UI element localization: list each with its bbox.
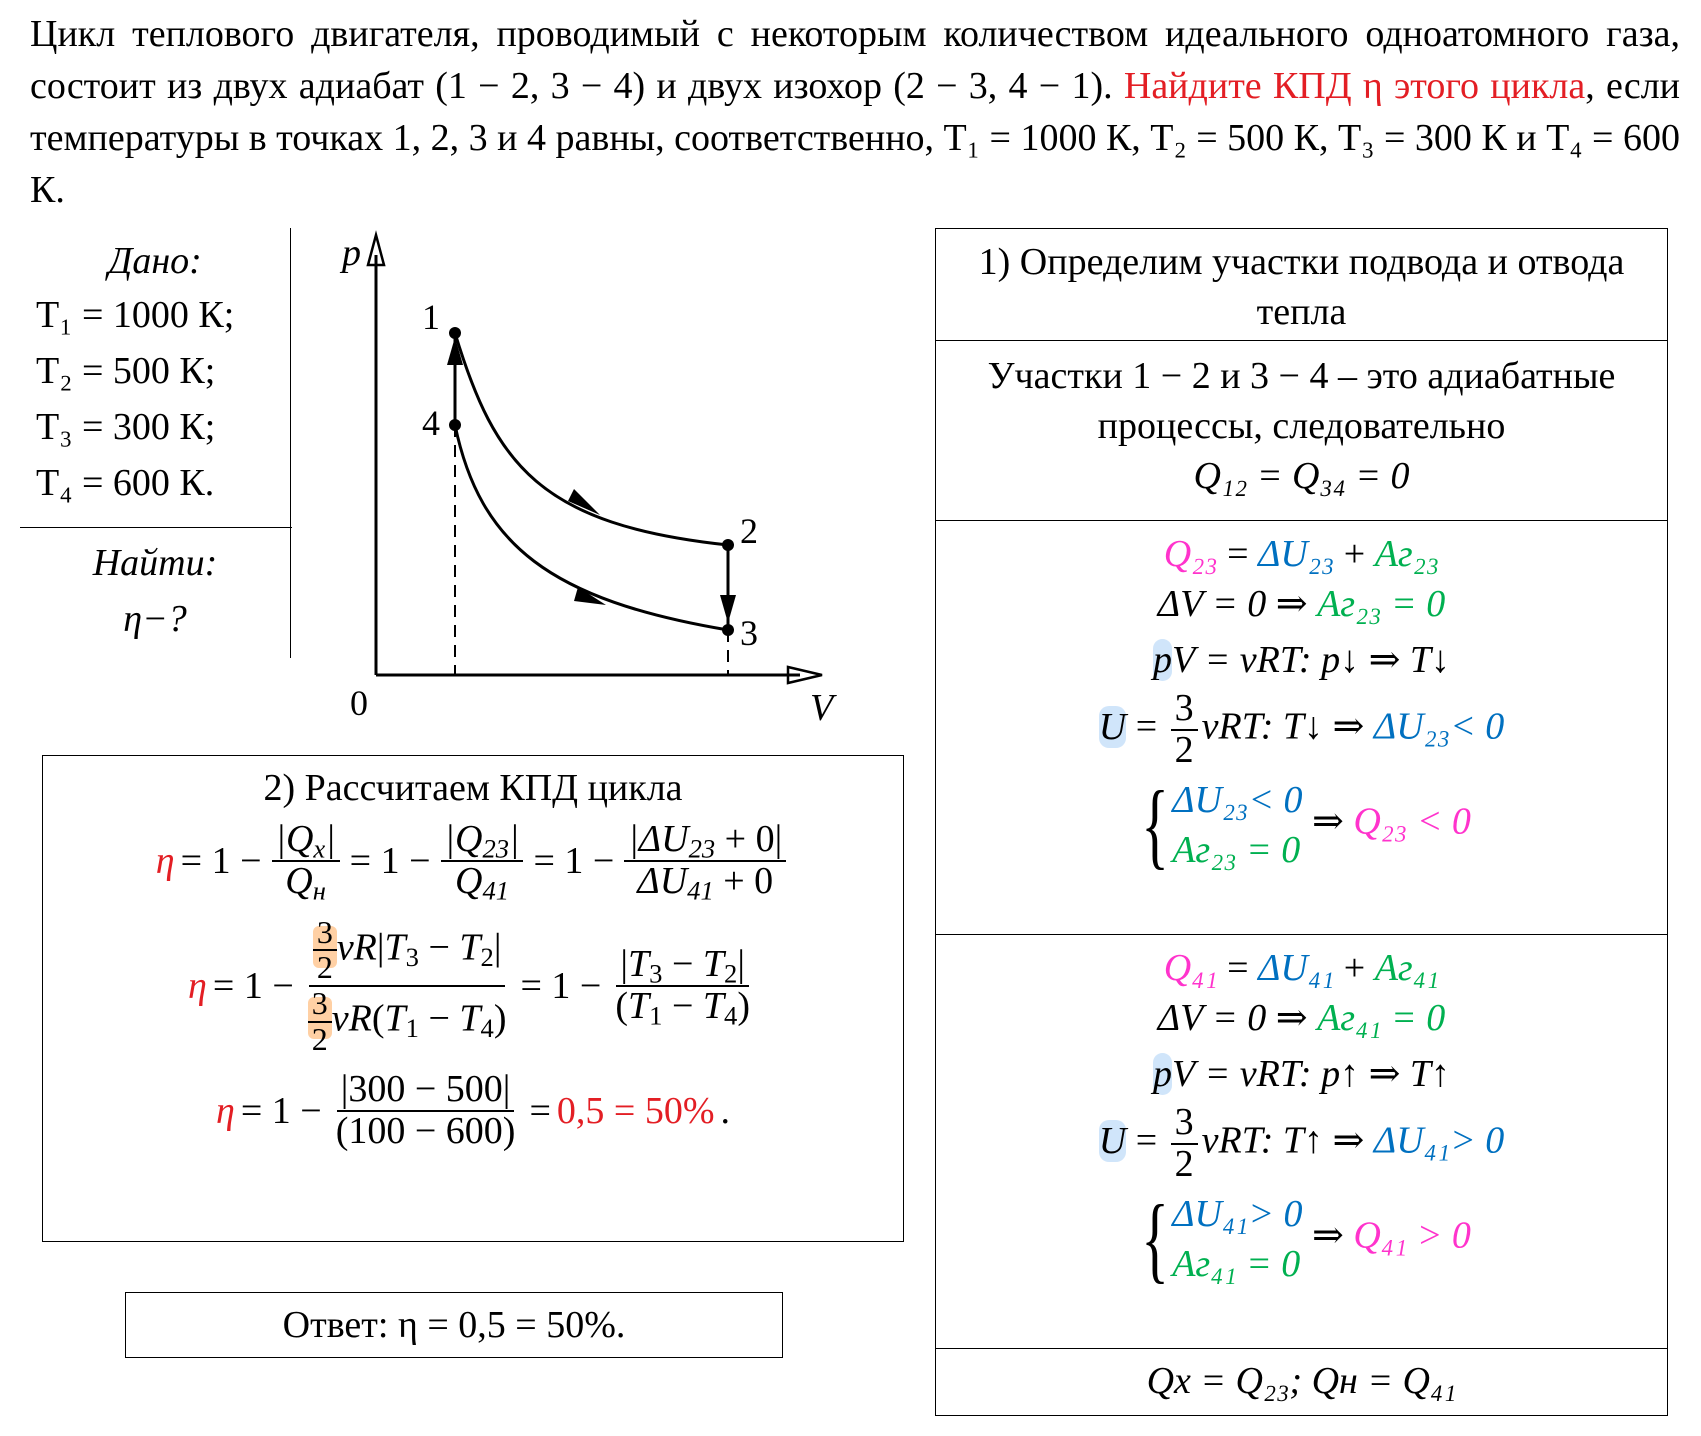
problem-statement: Цикл теплового двигателя, проводимый с н…: [30, 8, 1680, 216]
given-item: T₄ = 600 К.: [36, 462, 215, 504]
calc-title: 2) Рассчитаем КПД цикла: [263, 767, 683, 809]
pv-diagram: p V 0 1 2 3 4: [339, 230, 837, 729]
sys23-2: Aг₂₃ = 0: [1172, 828, 1301, 871]
pv23: = νRT: p↓ ⇒ T↓: [1204, 639, 1451, 681]
problem-rest: , если температуры в точках 1, 2, 3 и 4 …: [30, 65, 1680, 211]
dv41: ΔV = 0 ⇒: [1157, 997, 1308, 1039]
label-point-3: 3: [740, 613, 758, 653]
adiabat-3-4: [453, 424, 729, 632]
numeric-denominator: (100 − 600): [335, 1110, 516, 1153]
a23: Aг₂₃: [1374, 533, 1440, 575]
find-value: η−?: [123, 598, 187, 640]
du41: ΔU₄₁: [1258, 947, 1335, 989]
adiabat-cell: Участки 1 − 2 и 3 − 4 – это адиабатные п…: [936, 341, 1667, 521]
problem-task: Найдите КПД η этого цикла: [1123, 65, 1586, 107]
final-relation: Qх = Q₂₃; Qн = Q₄₁: [1146, 1360, 1457, 1402]
given-vertical-line: [290, 228, 291, 658]
q41: Q₄₁: [1163, 947, 1218, 989]
arrow-4-1: [447, 337, 463, 365]
adiabat-1-2: [453, 332, 729, 547]
label-point-1: 1: [422, 297, 440, 337]
given-divider: [20, 527, 292, 528]
label-point-2: 2: [740, 511, 758, 551]
section-4-1: Q₄₁ = ΔU₄₁ + Aг₄₁ ΔV = 0 ⇒ Aг₄₁ = 0 pV =…: [936, 935, 1667, 1349]
du23: ΔU₂₃: [1258, 533, 1335, 575]
p-axis-label: p: [339, 232, 361, 274]
a41-zero: Aг₄₁ = 0: [1317, 997, 1446, 1039]
given-header: Дано:: [108, 240, 202, 282]
point-4: [449, 419, 461, 431]
adiabat-text: Участки 1 − 2 и 3 − 4 – это адиабатные п…: [987, 355, 1616, 447]
given-item: T₁ = 1000 К;: [36, 294, 235, 336]
given-block: Дано: T₁ = 1000 К; T₂ = 500 К; T₃ = 300 …: [20, 235, 290, 511]
point-1: [449, 327, 461, 339]
q23-result: Q₂₃ < 0: [1353, 800, 1471, 843]
given-item: T₃ = 300 К;: [36, 406, 216, 448]
arrow-2-3: [720, 595, 736, 623]
du41-sign: ΔU₄₁> 0: [1373, 1119, 1505, 1162]
v-axis-label: V: [810, 687, 837, 729]
eta-formula-2: η = 1 − 3 2 νR|T3 − T2| 3 2 νR(T1 − T4) = 1 …: [188, 913, 750, 1057]
sys41-1: ΔU₄₁> 0: [1172, 1192, 1303, 1235]
find-header: Найти:: [92, 542, 218, 584]
problem-intro: Цикл теплового двигателя, проводимый с н…: [30, 13, 1680, 107]
v-axis-arrow: [786, 665, 823, 685]
dv23: ΔV = 0 ⇒: [1157, 583, 1308, 625]
numeric-numerator: |300 − 500|: [336, 1069, 515, 1113]
given-item: T₂ = 500 К;: [36, 350, 216, 392]
arrow-3-4: [574, 587, 606, 605]
origin-label: 0: [350, 683, 368, 723]
du23-sign: ΔU₂₃< 0: [1373, 705, 1505, 748]
point-3: [722, 624, 734, 636]
analysis-table: 1) Определим участки подвода и отвода те…: [935, 228, 1668, 1416]
point-2: [722, 539, 734, 551]
eta-numeric: η = 1 − |300 − 500| (100 − 600) = 0,5 = 5…: [215, 1068, 730, 1153]
eta-result: 0,5 = 50%: [556, 1090, 715, 1133]
eta-formula-1: η = 1 − |Qх| Qн = 1 − |Q23| Q41 = 1 − |ΔU2…: [43, 819, 903, 904]
q23: Q₂₃: [1163, 533, 1218, 575]
step1-title: 1) Определим участки подвода и отвода те…: [936, 229, 1667, 341]
calculation-box: 2) Рассчитаем КПД цикла η = 1 − |Qх| Qн =…: [42, 755, 904, 1242]
sys41-2: Aг₄₁ = 0: [1172, 1242, 1301, 1285]
answer-box: Ответ: η = 0,5 = 50%.: [125, 1292, 783, 1358]
adiabat-equation: Q₁₂ = Q₃₄ = 0: [1193, 455, 1410, 497]
pv41: = νRT: p↑ ⇒ T↑: [1204, 1053, 1451, 1095]
p-axis-arrow: [366, 230, 386, 267]
a23-zero: Aг₂₃ = 0: [1317, 583, 1446, 625]
section-2-3: Q₂₃ = ΔU₂₃ + Aг₂₃ ΔV = 0 ⇒ Aг₂₃ = 0 pV =…: [936, 521, 1667, 935]
arrow-1-2: [568, 489, 600, 515]
q41-result: Q₄₁ > 0: [1353, 1214, 1471, 1257]
a41: Aг₄₁: [1374, 947, 1440, 989]
sys23-1: ΔU₂₃< 0: [1172, 778, 1303, 821]
find-block: Найти: η−?: [20, 535, 290, 647]
u23: νRT: T↓ ⇒: [1201, 705, 1365, 748]
u41: νRT: T↑ ⇒: [1201, 1119, 1365, 1162]
label-point-4: 4: [422, 403, 440, 443]
